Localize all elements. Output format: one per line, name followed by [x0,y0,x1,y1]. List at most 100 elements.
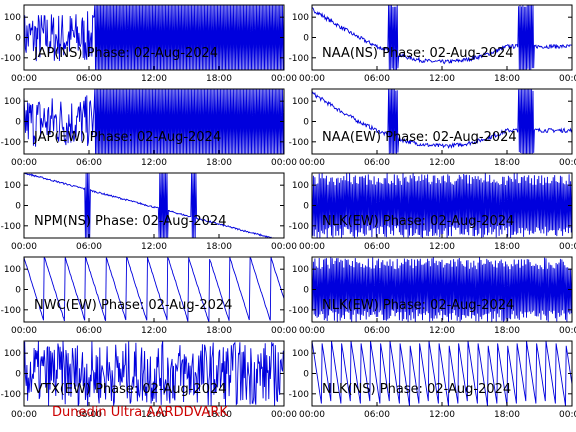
panel-title: VTX(EW) Phase: 02-Aug-2024 [34,382,227,397]
panel-title: NAA(NS) Phase: 02-Aug-2024 [322,46,514,61]
y-tick-label: -100 [289,222,310,232]
x-tick-label: 06:00 [364,242,390,252]
x-tick-label: 00:00 [559,326,576,336]
phase-panel: 100 0 -100 00:00 06:00 12:00 18:00 00:00 VTX(EW)… [1,340,297,420]
y-tick-label: -100 [289,306,310,316]
x-tick-label: 00:00 [271,410,297,420]
x-tick-label: 18:00 [206,410,232,420]
y-tick-label: 100 [292,97,309,107]
phase-trace [312,173,572,238]
phase-trace [24,257,284,322]
y-tick-label: 100 [4,265,21,275]
x-tick-label: 12:00 [429,242,455,252]
phase-panel: 100 0 -100 00:00 06:00 12:00 18:00 00:00 NAA(NS)… [289,4,576,84]
x-tick-label: 00:00 [11,158,37,168]
x-tick-label: 12:00 [429,74,455,84]
y-tick-label: -100 [289,54,310,64]
x-tick-label: 06:00 [76,410,102,420]
x-tick-label: 12:00 [141,410,167,420]
x-tick-label: 06:00 [76,326,102,336]
x-tick-label: 00:00 [11,410,37,420]
y-tick-label: -100 [1,222,22,232]
x-tick-label: 06:00 [364,326,390,336]
phase-panel: 100 0 -100 00:00 06:00 12:00 18:00 00:00 NLK(EW)… [289,172,576,252]
x-tick-label: 00:00 [271,158,297,168]
y-tick-label: 100 [4,13,21,23]
x-tick-label: 00:00 [559,410,576,420]
y-tick-label: 0 [303,286,309,296]
x-tick-label: 00:00 [299,410,325,420]
phase-panel: 100 0 -100 00:00 06:00 12:00 18:00 00:00 NWC(EW)… [1,256,297,336]
phase-trace [24,341,284,406]
y-tick-label: 100 [4,181,21,191]
x-tick-label: 00:00 [299,242,325,252]
x-tick-label: 18:00 [206,74,232,84]
phase-trace [312,5,572,70]
panel-title: NLK(EW) Phase: 02-Aug-2024 [322,298,514,313]
y-tick-label: -100 [1,138,22,148]
phase-panel: 100 0 -100 00:00 06:00 12:00 18:00 00:00 JAP(EW)… [1,88,297,168]
x-tick-label: 00:00 [299,74,325,84]
y-tick-label: 100 [4,349,21,359]
phase-trace [24,173,284,238]
y-tick-label: 0 [303,34,309,44]
x-tick-label: 12:00 [141,326,167,336]
y-tick-label: 0 [15,286,21,296]
x-tick-label: 06:00 [76,74,102,84]
x-tick-label: 18:00 [494,326,520,336]
x-tick-label: 00:00 [11,74,37,84]
y-tick-label: -100 [1,54,22,64]
x-tick-label: 00:00 [559,158,576,168]
x-tick-label: 00:00 [559,242,576,252]
y-tick-label: 100 [292,181,309,191]
panel-title: JAP(NS) Phase: 02-Aug-2024 [33,46,218,61]
x-tick-label: 00:00 [299,326,325,336]
y-tick-label: 100 [292,349,309,359]
y-tick-label: 0 [303,118,309,128]
y-tick-label: -100 [1,306,22,316]
phase-trace [312,341,572,406]
x-tick-label: 12:00 [141,158,167,168]
x-tick-label: 18:00 [494,410,520,420]
y-tick-label: -100 [289,390,310,400]
x-tick-label: 18:00 [206,242,232,252]
phase-panel: 100 0 -100 00:00 06:00 12:00 18:00 00:00 NLK(EW)… [289,256,576,336]
phase-trace [312,257,572,322]
panel-title: NWC(EW) Phase: 02-Aug-2024 [34,298,232,313]
x-tick-label: 06:00 [76,158,102,168]
y-tick-label: 0 [15,118,21,128]
x-tick-label: 00:00 [559,74,576,84]
y-tick-label: 100 [292,13,309,23]
x-tick-label: 18:00 [206,326,232,336]
x-tick-label: 12:00 [429,410,455,420]
phase-panel: 100 0 -100 00:00 06:00 12:00 18:00 00:00 JAP(NS)… [1,4,297,84]
panel-title: JAP(EW) Phase: 02-Aug-2024 [33,130,221,145]
x-tick-label: 06:00 [364,410,390,420]
x-tick-label: 18:00 [494,242,520,252]
x-tick-label: 06:00 [76,242,102,252]
y-tick-label: 0 [303,370,309,380]
x-tick-label: 12:00 [429,326,455,336]
x-tick-label: 12:00 [429,158,455,168]
y-tick-label: 100 [292,265,309,275]
x-tick-label: 18:00 [206,158,232,168]
x-tick-label: 18:00 [494,74,520,84]
x-tick-label: 00:00 [11,242,37,252]
x-tick-label: 00:00 [11,326,37,336]
y-tick-label: 0 [15,202,21,212]
panel-title: NAA(EW) Phase: 02-Aug-2024 [322,130,517,145]
panel-title: NLK(NS) Phase: 02-Aug-2024 [322,382,511,397]
y-tick-label: -100 [1,390,22,400]
y-tick-label: 0 [15,370,21,380]
y-tick-label: -100 [289,138,310,148]
footer-station-label: Dunedin Ultra AARDDVARK [52,405,228,420]
panel-title: NPM(NS) Phase: 02-Aug-2024 [34,214,226,229]
x-tick-label: 00:00 [271,326,297,336]
phase-panel: 100 0 -100 00:00 06:00 12:00 18:00 00:00 NAA(EW)… [289,88,576,168]
x-tick-label: 12:00 [141,74,167,84]
x-tick-label: 00:00 [271,74,297,84]
y-tick-label: 100 [4,97,21,107]
y-tick-label: 0 [15,34,21,44]
panel-title: NLK(EW) Phase: 02-Aug-2024 [322,214,514,229]
